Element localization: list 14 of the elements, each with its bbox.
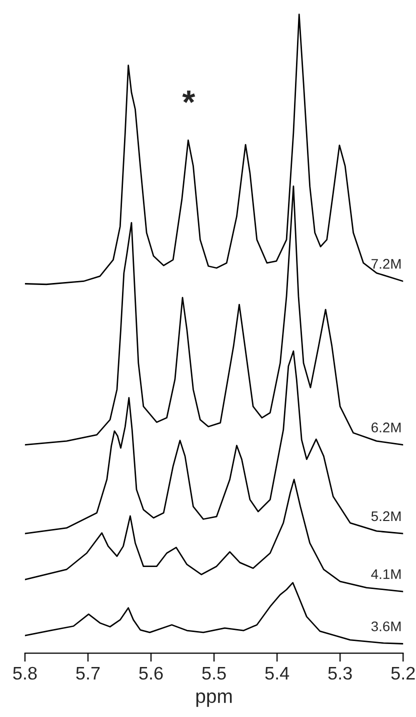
series-label: 5.2M — [371, 511, 401, 522]
x-axis-title: ppm — [196, 692, 232, 707]
series-label: 7.2M — [372, 258, 401, 269]
series-label: 4.1M — [371, 569, 401, 579]
annotation: * — [182, 90, 196, 103]
x-tick-label: 5.3 — [328, 666, 352, 680]
x-tick-label: 5.7 — [76, 667, 100, 680]
x-tick-label: 5.8 — [13, 666, 37, 680]
series-label: 3.6M — [371, 621, 401, 632]
x-tick-label: 5.4 — [265, 667, 290, 680]
x-tick-label: 5.5 — [202, 667, 226, 680]
x-tick-label: 5.2 — [391, 666, 415, 680]
x-tick-label: 5.6 — [139, 666, 163, 680]
series-label: 6.2M — [372, 422, 401, 432]
